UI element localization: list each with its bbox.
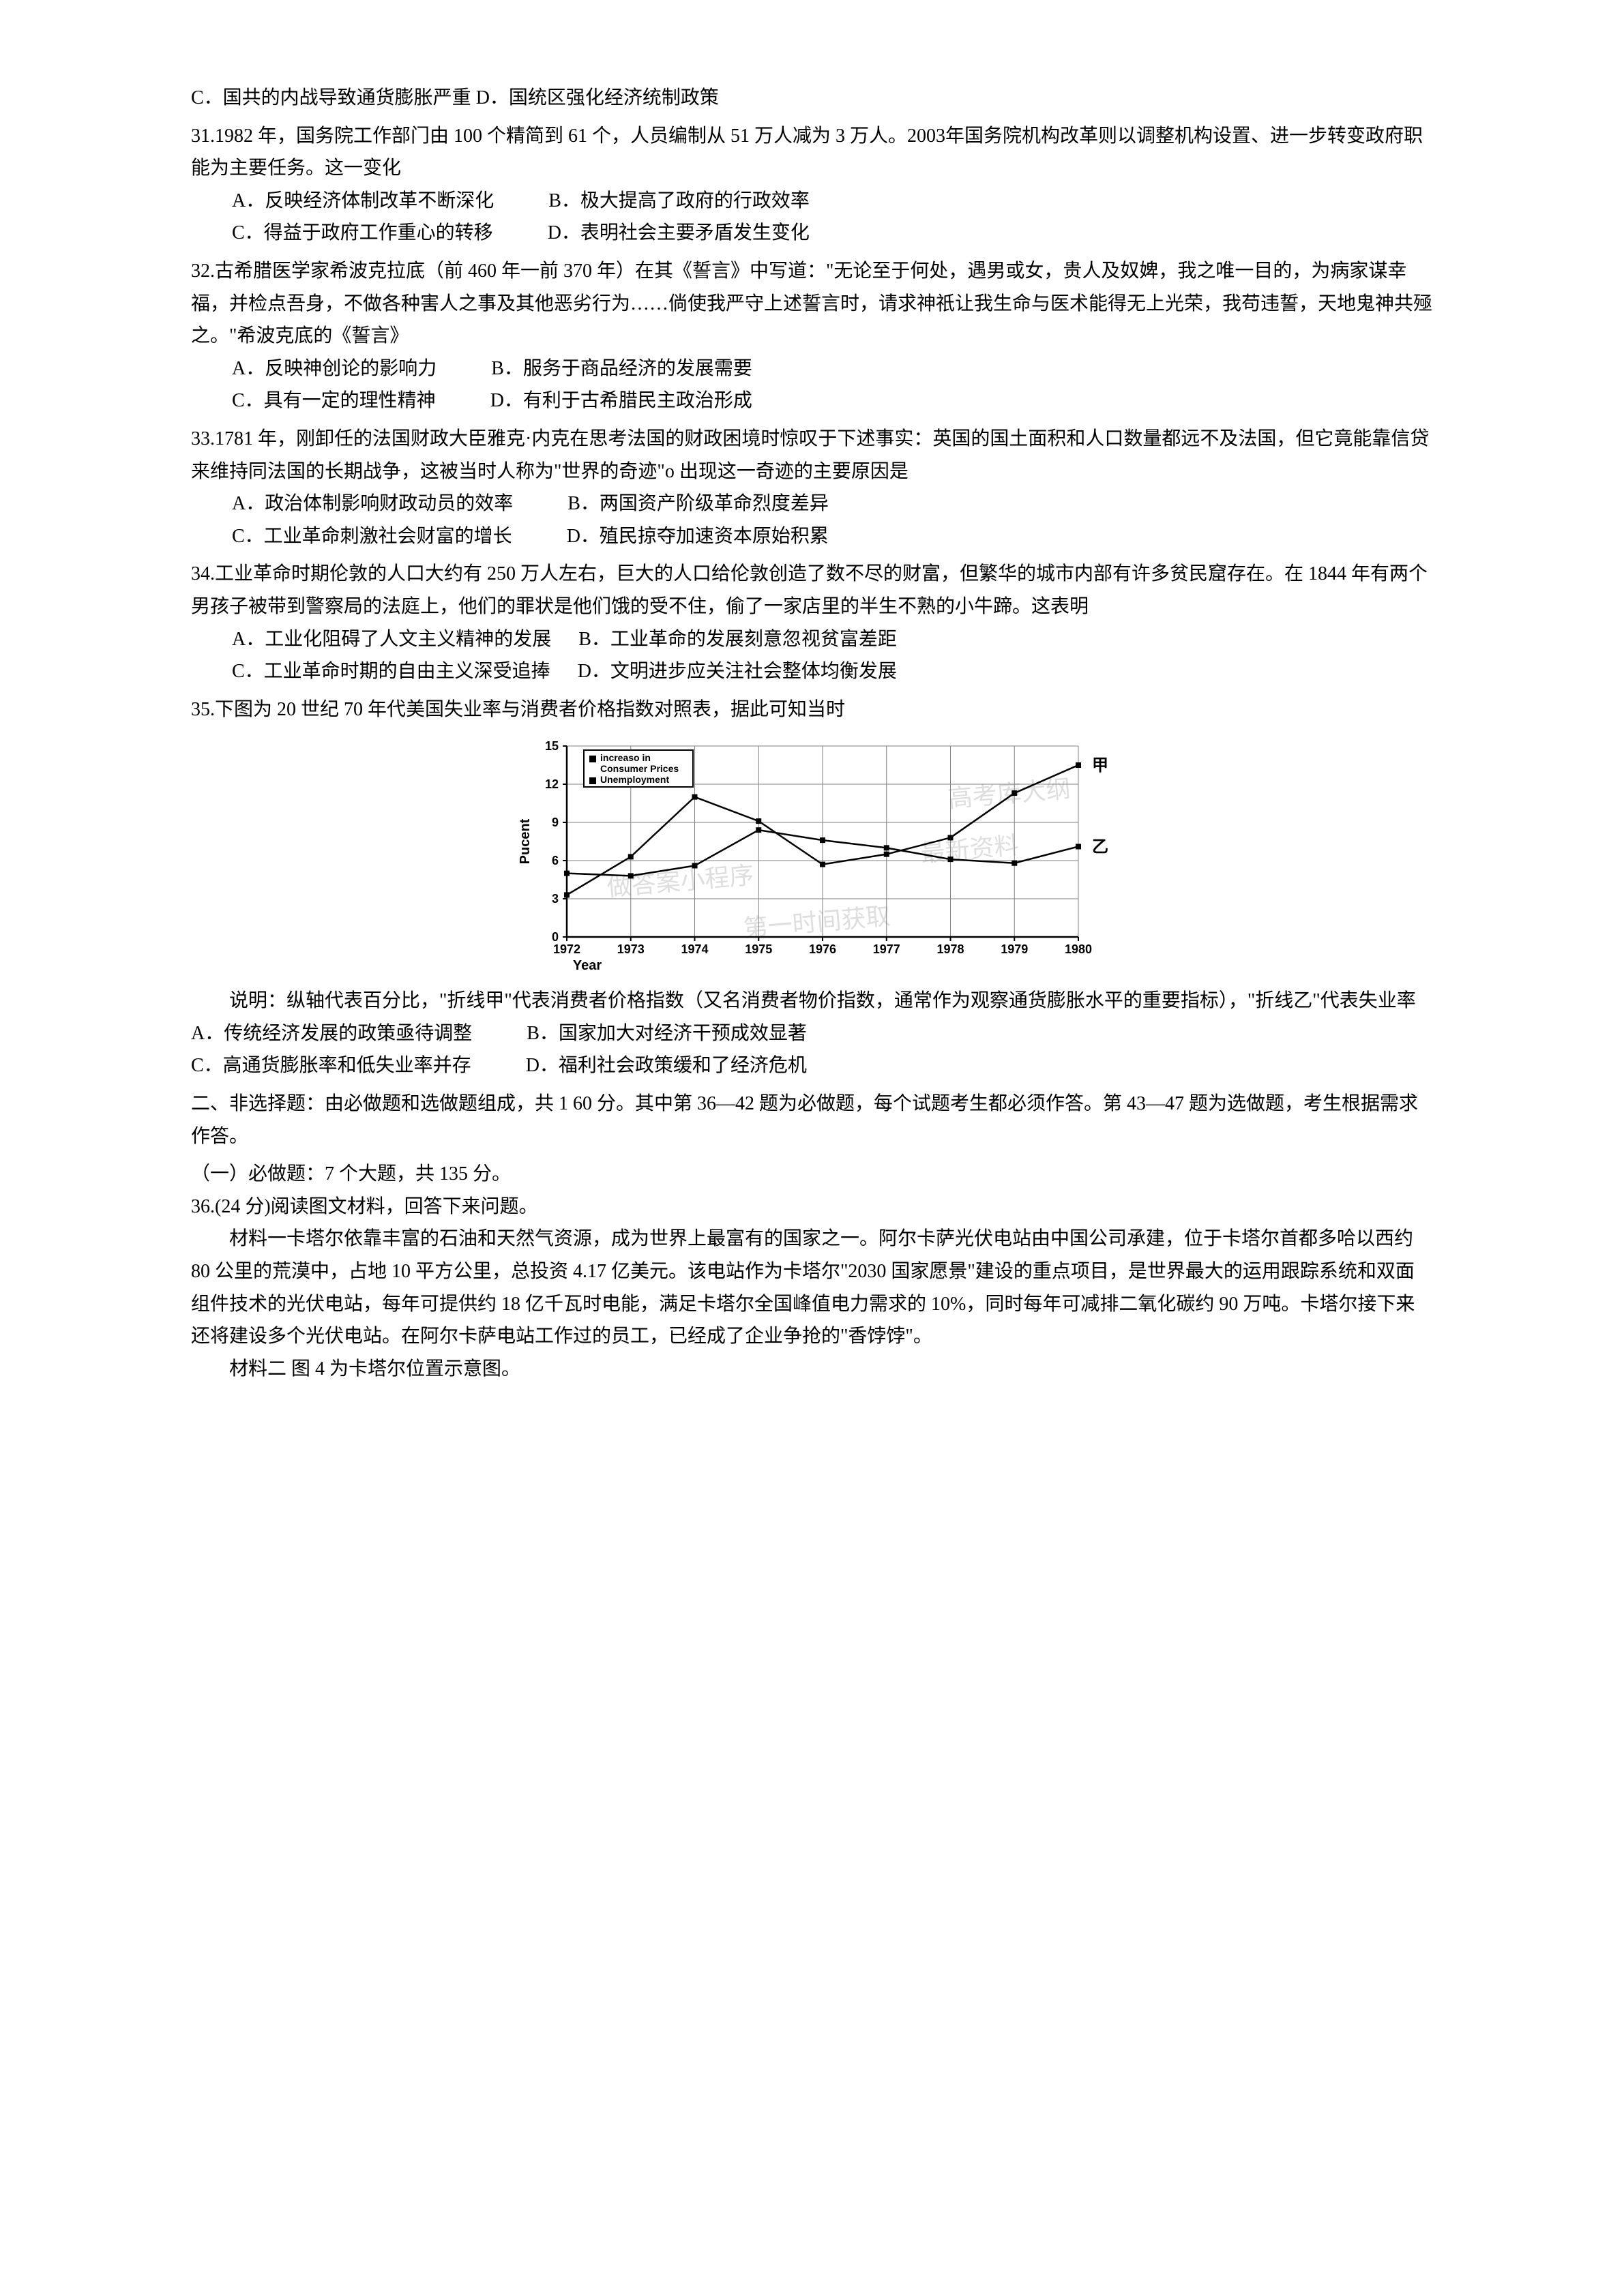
q31-opt-c: C．得益于政府工作重心的转移 [232, 217, 493, 250]
q35-opt-c: C．高通货膨胀率和低失业率并存 [191, 1049, 471, 1082]
q36-material2: 材料二 图 4 为卡塔尔位置示意图。 [191, 1353, 1433, 1386]
q34-opt-c: C．工业革命时期的自由主义深受追捧 [232, 655, 550, 688]
svg-text:1973: 1973 [617, 942, 644, 956]
q32-opt-a: A．反映神创论的影响力 [232, 353, 437, 385]
q35-chart: 高考库大纲最新资料做答案小程序第一时间获取0369121519721973197… [505, 732, 1119, 978]
svg-text:6: 6 [551, 854, 558, 867]
q34-opt-a: A．工业化阻碍了人文主义精神的发展 [232, 623, 551, 656]
svg-text:1977: 1977 [872, 942, 900, 956]
q35-explain: 说明：纵轴代表百分比，"折线甲"代表消费者价格指数（又名消费者物价指数，通常作为… [191, 985, 1433, 1017]
svg-text:甲: 甲 [1092, 757, 1108, 775]
q34-opt-b: B．工业革命的发展刻意忽视贫富差距 [578, 623, 897, 656]
q30-options: C．国共的内战导致通货膨胀严重 D．国统区强化经济统制政策 [191, 82, 1433, 115]
q30-opt-c: C．国共的内战导致通货膨胀严重 [191, 87, 471, 108]
q34: 34.工业革命时期伦敦的人口大约有 250 万人左右，巨大的人口给伦敦创造了数不… [191, 558, 1433, 687]
q33-opt-a: A．政治体制影响财政动员的效率 [232, 488, 513, 520]
q32-stem: 32.古希腊医学家希波克拉底（前 460 年一前 370 年）在其《誓言》中写道… [191, 255, 1433, 353]
svg-text:1980: 1980 [1064, 942, 1091, 956]
q33-opt-c: C．工业革命刺激社会财富的增长 [232, 520, 512, 553]
svg-text:3: 3 [551, 892, 558, 906]
q33-opt-d: D．殖民掠夺加速资本原始积累 [567, 520, 829, 553]
q36-stem: 36.(24 分)阅读图文材料，回答下来问题。 [191, 1191, 1433, 1223]
svg-text:increaso in: increaso in [600, 752, 651, 763]
q35-opt-b: B．国家加大对经济干预成效显著 [527, 1017, 807, 1050]
q33: 33.1781 年，刚卸任的法国财政大臣雅克·内克在思考法国的财政困境时惊叹于下… [191, 423, 1433, 552]
svg-text:Pucent: Pucent [518, 819, 533, 865]
q33-stem: 33.1781 年，刚卸任的法国财政大臣雅克·内克在思考法国的财政困境时惊叹于下… [191, 423, 1433, 488]
svg-text:15: 15 [544, 739, 558, 753]
svg-text:1976: 1976 [808, 942, 836, 956]
q32-opt-d: D．有利于古希腊民主政治形成 [490, 385, 752, 417]
svg-text:Unemployment: Unemployment [600, 774, 669, 785]
svg-text:Consumer Prices: Consumer Prices [600, 763, 679, 774]
svg-text:1975: 1975 [745, 942, 772, 956]
q31-opt-b: B．极大提高了政府的行政效率 [548, 185, 810, 218]
svg-text:1974: 1974 [681, 942, 708, 956]
q36: 36.(24 分)阅读图文材料，回答下来问题。 材料一卡塔尔依靠丰富的石油和天然… [191, 1191, 1433, 1386]
svg-text:1978: 1978 [936, 942, 964, 956]
svg-text:1979: 1979 [1001, 942, 1028, 956]
svg-text:1972: 1972 [552, 942, 580, 956]
q32-opt-c: C．具有一定的理性精神 [232, 385, 436, 417]
q32: 32.古希腊医学家希波克拉底（前 460 年一前 370 年）在其《誓言》中写道… [191, 255, 1433, 417]
svg-text:9: 9 [551, 816, 558, 829]
q31-stem: 31.1982 年，国务院工作部门由 100 个精简到 61 个，人员编制从 5… [191, 120, 1433, 185]
q35-opt-d: D．福利社会政策缓和了经济危机 [526, 1049, 807, 1082]
q32-opt-b: B．服务于商品经济的发展需要 [491, 353, 752, 385]
svg-text:12: 12 [544, 777, 558, 791]
q35-stem: 35.下图为 20 世纪 70 年代美国失业率与消费者价格指数对照表，据此可知当… [191, 694, 1433, 726]
section2-header1: 二、非选择题：由必做题和选做题组成，共 1 60 分。其中第 36—42 题为必… [191, 1088, 1433, 1152]
q35: 35.下图为 20 世纪 70 年代美国失业率与消费者价格指数对照表，据此可知当… [191, 694, 1433, 1082]
q34-opt-d: D．文明进步应关注社会整体均衡发展 [578, 655, 897, 688]
svg-text:Year: Year [572, 958, 601, 973]
section2-header2: （一）必做题：7 个大题，共 135 分。 [191, 1158, 1433, 1191]
q31-opt-a: A．反映经济体制改革不断深化 [232, 185, 494, 218]
q36-material1: 材料一卡塔尔依靠丰富的石油和天然气资源，成为世界上最富有的国家之一。阿尔卡萨光伏… [191, 1223, 1433, 1352]
line-chart: 高考库大纲最新资料做答案小程序第一时间获取0369121519721973197… [505, 732, 1119, 978]
q31: 31.1982 年，国务院工作部门由 100 个精简到 61 个，人员编制从 5… [191, 120, 1433, 250]
svg-text:乙: 乙 [1092, 839, 1108, 856]
q33-opt-b: B．两国资产阶级革命烈度差异 [567, 488, 829, 520]
q34-stem: 34.工业革命时期伦敦的人口大约有 250 万人左右，巨大的人口给伦敦创造了数不… [191, 558, 1433, 623]
svg-text:0: 0 [551, 930, 558, 944]
q30-opt-d: D．国统区强化经济统制政策 [476, 87, 719, 108]
q31-opt-d: D．表明社会主要矛盾发生变化 [548, 217, 810, 250]
q35-opt-a: A．传统经济发展的政策亟待调整 [191, 1017, 472, 1050]
